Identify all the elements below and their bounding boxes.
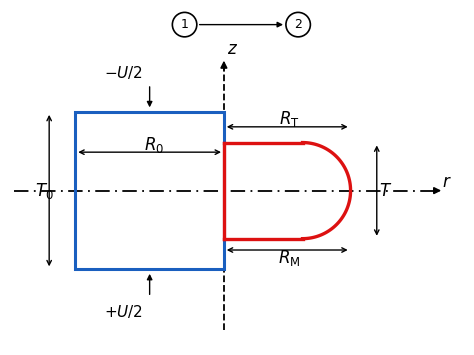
Text: 1: 1 <box>181 18 189 31</box>
Text: 2: 2 <box>294 18 302 31</box>
Text: $-U/2$: $-U/2$ <box>104 64 143 81</box>
Text: $r$: $r$ <box>442 173 452 191</box>
Text: $T$: $T$ <box>379 182 392 200</box>
Text: $+U/2$: $+U/2$ <box>104 303 143 320</box>
Text: $R_{\mathrm{T}}$: $R_{\mathrm{T}}$ <box>279 109 300 129</box>
Bar <box>75 112 224 269</box>
Text: $z$: $z$ <box>227 40 238 58</box>
Text: $R_0$: $R_0$ <box>144 135 164 155</box>
Text: $R_{\mathrm{M}}$: $R_{\mathrm{M}}$ <box>278 248 301 268</box>
Text: $T_0$: $T_0$ <box>36 181 54 201</box>
